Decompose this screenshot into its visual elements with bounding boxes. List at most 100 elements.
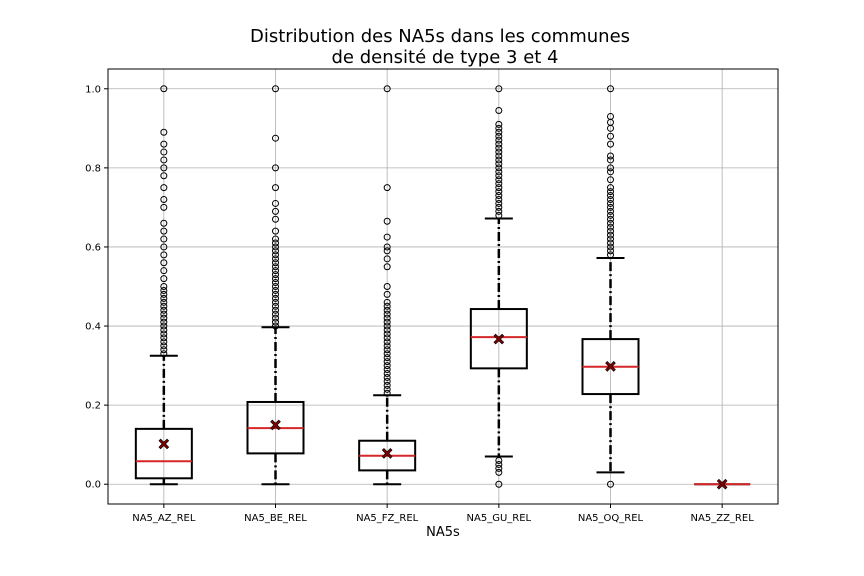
outlier-point <box>272 215 279 223</box>
outlier-point <box>495 211 503 219</box>
outlier-point <box>607 211 614 219</box>
outlier-point <box>160 334 168 342</box>
outlier-point <box>383 322 391 330</box>
outlier-point <box>272 275 279 283</box>
outlier-point <box>383 338 391 346</box>
outlier-point <box>160 346 168 354</box>
outlier-point <box>383 342 391 350</box>
outlier-point <box>160 314 168 322</box>
outlier-point <box>383 346 391 354</box>
outlier-point <box>607 203 614 211</box>
outlier-point <box>272 290 279 298</box>
plot-frame <box>107 68 779 505</box>
box-group <box>358 85 417 486</box>
outlier-point <box>383 302 391 310</box>
outlier-point <box>272 310 279 318</box>
outlier-point <box>495 457 503 464</box>
outlier-point <box>607 199 614 207</box>
outlier-point <box>607 85 614 93</box>
outlier-point <box>495 460 503 468</box>
outlier-point <box>383 370 391 377</box>
mean-marker <box>158 438 170 450</box>
outlier-point <box>160 350 168 358</box>
outlier-point <box>607 156 614 164</box>
outlier-point <box>383 310 391 318</box>
outlier-point <box>607 207 614 215</box>
outlier-point <box>607 184 614 192</box>
outlier-point <box>160 302 168 310</box>
outlier-point <box>495 107 503 115</box>
x-tick-label: NA5_ZZ_REL <box>691 513 755 524</box>
outlier-point <box>383 381 391 389</box>
outlier-point <box>495 184 503 192</box>
boxes <box>134 85 751 490</box>
outlier-point <box>383 354 391 362</box>
outlier-point <box>495 196 503 203</box>
chart-title-line2: de densité de type 3 et 4 <box>332 47 559 68</box>
outlier-point <box>383 377 391 385</box>
outlier-point <box>607 152 614 160</box>
mean-marker <box>605 361 616 372</box>
outlier-point <box>607 140 614 148</box>
outlier-point <box>495 176 503 184</box>
outlier-point <box>160 326 168 334</box>
outlier-point <box>607 480 614 488</box>
outlier-point <box>607 215 614 223</box>
outlier-point <box>272 239 279 247</box>
box-group <box>134 85 193 486</box>
outlier-point <box>495 124 503 132</box>
outlier-point <box>160 243 168 251</box>
y-tick-label: 0.0 <box>85 480 101 491</box>
outlier-point <box>272 247 279 255</box>
outlier-point <box>160 310 168 318</box>
outlier-point <box>607 239 614 247</box>
outlier-point <box>607 132 614 140</box>
outlier-point <box>495 85 503 93</box>
outlier-point <box>383 243 391 251</box>
outlier-point <box>495 148 503 156</box>
x-tick-label: NA5_BE_REL <box>244 513 307 524</box>
outlier-point <box>495 480 503 488</box>
outlier-point <box>160 164 168 172</box>
outlier-point <box>272 302 279 310</box>
outlier-point <box>272 318 279 326</box>
outlier-point <box>272 271 279 279</box>
box-group <box>469 85 528 488</box>
outlier-point <box>607 112 614 120</box>
outlier-point <box>383 326 391 334</box>
outlier-point <box>607 176 614 184</box>
outlier-point <box>383 233 391 241</box>
outlier-point <box>272 235 279 243</box>
outlier-point <box>272 267 279 275</box>
y-tick-label: 0.8 <box>85 163 101 174</box>
outlier-point <box>160 294 168 302</box>
outlier-point <box>272 259 279 267</box>
outlier-point <box>607 243 614 251</box>
x-tick-label: NA5_FZ_REL <box>356 513 419 524</box>
y-tick-label: 0.4 <box>85 322 101 333</box>
outlier-point <box>607 219 614 227</box>
outlier-point <box>383 283 391 290</box>
outlier-point <box>160 290 168 298</box>
outlier-point <box>272 227 279 235</box>
outlier-point <box>383 389 391 397</box>
outlier-point <box>495 152 503 160</box>
outlier-point <box>272 283 279 290</box>
outlier-point <box>607 251 614 259</box>
outlier-point <box>272 322 279 330</box>
outlier-point <box>160 259 168 267</box>
outlier-point <box>607 188 614 196</box>
box-group <box>246 85 305 486</box>
outlier-point <box>160 85 168 93</box>
outlier-point <box>607 247 614 255</box>
outlier-point <box>272 184 279 192</box>
outlier-point <box>383 263 391 271</box>
outlier-point <box>272 164 279 172</box>
chart-title-line1: Distribution des NA5s dans les communes <box>250 26 630 47</box>
outlier-point <box>160 342 168 350</box>
outlier-point <box>607 164 614 172</box>
outlier-point <box>495 132 503 140</box>
box-iqr <box>469 308 528 370</box>
outlier-point <box>495 468 503 476</box>
outlier-point <box>607 235 614 243</box>
